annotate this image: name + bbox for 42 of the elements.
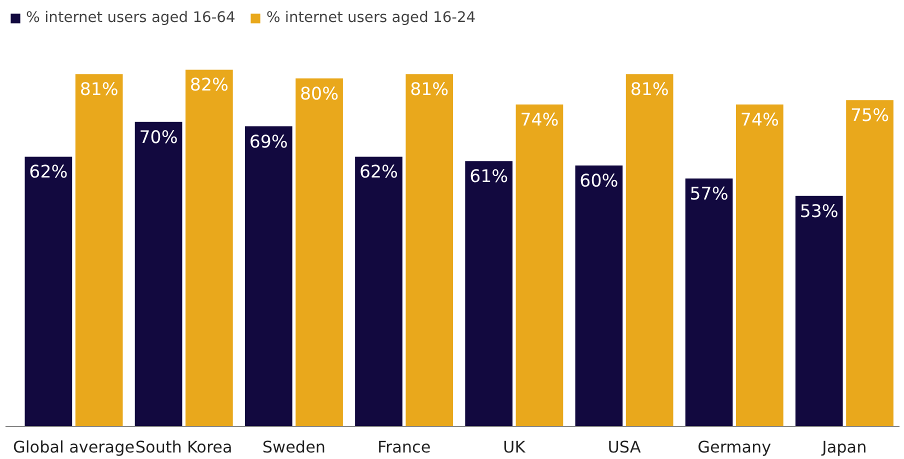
data-label: 81% <box>630 80 669 100</box>
bar <box>244 126 292 426</box>
data-label: 60% <box>580 171 618 192</box>
data-label: 81% <box>80 80 118 100</box>
x-tick-label: Japan <box>821 438 867 456</box>
bar <box>406 74 454 426</box>
bar <box>296 78 343 426</box>
bar <box>355 156 402 426</box>
bar <box>626 74 674 426</box>
x-tick-label: UK <box>503 438 526 456</box>
data-label: 81% <box>410 80 449 100</box>
data-label: 62% <box>359 162 398 183</box>
data-label: 57% <box>690 184 728 204</box>
bar <box>846 100 894 426</box>
bar <box>75 74 123 426</box>
bar <box>516 104 564 426</box>
bar <box>186 70 233 426</box>
bar <box>134 122 182 426</box>
data-label: 82% <box>190 76 228 96</box>
bar <box>465 161 513 426</box>
data-label: 80% <box>300 84 339 104</box>
data-label: 62% <box>29 162 68 183</box>
data-label: 69% <box>249 132 288 152</box>
x-tick-label: Sweden <box>262 438 326 456</box>
bar <box>575 165 623 426</box>
x-tick-label: South Korea <box>135 438 232 456</box>
data-label: 53% <box>800 202 838 222</box>
bar <box>24 156 72 426</box>
data-label: 70% <box>139 128 178 148</box>
legend-label: % internet users aged 16-24 <box>266 9 476 26</box>
bar <box>685 178 733 426</box>
x-tick-label: Germany <box>698 438 772 456</box>
data-label: 75% <box>850 106 890 126</box>
legend-label: % internet users aged 16-64 <box>26 9 236 26</box>
data-label: 74% <box>740 110 779 131</box>
data-label: 74% <box>520 110 559 131</box>
x-tick-label: USA <box>608 438 641 456</box>
x-tick-label: France <box>377 438 431 456</box>
bar <box>795 196 843 426</box>
data-label: 61% <box>470 167 508 188</box>
bar <box>736 104 784 426</box>
x-tick-label: Global average <box>12 438 135 456</box>
